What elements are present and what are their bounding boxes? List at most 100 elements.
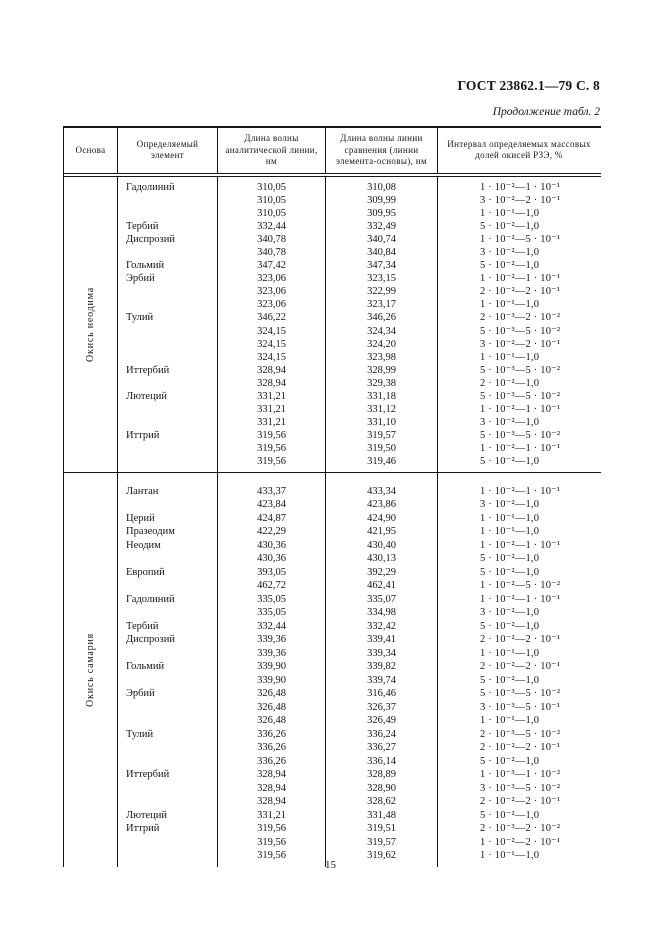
cell-comparison: 421,95	[367, 526, 396, 538]
cell-comparison: 430,40	[367, 539, 396, 551]
cell-comparison: 339,41	[367, 634, 396, 646]
cell-interval: 1 · 10⁻¹—1,0	[480, 647, 540, 659]
cell-comparison: 336,24	[367, 728, 396, 740]
column-header-element: Определяемый элемент	[118, 128, 218, 173]
cell-interval: 2 · 10⁻³—2 · 10⁻²	[480, 312, 561, 324]
cell-analytical: 462,72	[257, 580, 286, 592]
cell-element	[118, 285, 217, 298]
cell-analytical: 422,29	[257, 526, 286, 538]
cell-interval: 1 · 10⁻²—1 · 10⁻¹	[480, 593, 561, 605]
cell-analytical: 328,94	[257, 782, 286, 794]
cell-interval: 3 · 10⁻²—2 · 10⁻¹	[480, 338, 561, 350]
cell-analytical: 319,56	[257, 443, 286, 455]
cell-comparison: 339,34	[367, 647, 396, 659]
cell-analytical: 332,44	[257, 220, 286, 232]
cell-comparison: 329,38	[367, 377, 396, 389]
cell-analytical: 347,42	[257, 260, 286, 272]
cell-element	[118, 552, 217, 566]
cell-comparison: 392,29	[367, 566, 396, 578]
cell-comparison: 309,95	[367, 207, 396, 219]
cell-interval: 5 · 10⁻³—5 · 10⁻²	[480, 430, 561, 442]
cell-interval: 5 · 10⁻³—5 · 10⁻²	[480, 688, 561, 700]
cell-comparison: 335,07	[367, 593, 396, 605]
cell-element	[118, 714, 217, 728]
cell-analytical: 331,21	[257, 809, 286, 821]
cell-analytical: 323,06	[257, 273, 286, 285]
cell-analytical: 335,05	[257, 607, 286, 619]
cell-element	[118, 674, 217, 688]
analytical-wavelength-column: 433,37 423,84 424,87 422,29 430,36 430,36 393,…	[218, 472, 326, 867]
cell-comparison: 433,34	[367, 485, 396, 497]
cell-element	[118, 207, 217, 220]
base-label: Окись самария	[85, 632, 96, 707]
cell-interval: 1 · 10⁻¹—1,0	[480, 715, 540, 727]
cell-element: Эрбий	[126, 688, 155, 700]
cell-element: Иттербий	[126, 364, 170, 376]
cell-analytical: 310,05	[257, 194, 286, 206]
cell-comparison: 331,18	[367, 391, 396, 402]
cell-element	[118, 377, 217, 390]
cell-interval: 1 · 10⁻²—5 · 10⁻¹	[480, 233, 561, 245]
base-label: Окись неодима	[85, 286, 96, 362]
cell-element: Празеодим	[126, 526, 175, 538]
cell-element: Гадолиний	[126, 181, 175, 193]
cell-interval: 3 · 10⁻²—1,0	[480, 246, 540, 258]
cell-interval: 5 · 10⁻²—1,0	[480, 755, 540, 767]
cell-interval: 1 · 10⁻¹—1,0	[480, 299, 540, 311]
cell-analytical: 335,05	[257, 593, 286, 605]
cell-analytical: 339,90	[257, 661, 286, 673]
base-label-cell: Окись неодима	[64, 176, 118, 472]
comparison-wavelength-column: 433,34 423,86 424,90 421,95 430,40 430,13 392,…	[326, 472, 438, 867]
cell-comparison: 324,34	[367, 325, 396, 337]
cell-interval: 1 · 10⁻¹—1,0	[480, 526, 540, 538]
doc-reference: ГОСТ 23862.1—79 С. 8	[457, 78, 600, 93]
cell-comparison: 332,42	[367, 620, 396, 632]
cell-element: Диспрозий	[126, 634, 175, 646]
cell-interval: 5 · 10⁻³—5 · 10⁻²	[480, 325, 561, 337]
cell-analytical: 346,22	[257, 312, 286, 324]
cell-comparison: 423,86	[367, 499, 396, 511]
cell-analytical: 319,56	[257, 823, 286, 835]
cell-element: Гольмий	[126, 661, 165, 673]
cell-comparison: 424,90	[367, 512, 396, 524]
cell-analytical: 433,37	[257, 485, 286, 497]
cell-interval: 1 · 10⁻¹—1,0	[480, 850, 540, 862]
cell-comparison: 328,62	[367, 796, 396, 808]
cell-analytical: 423,84	[257, 499, 286, 511]
cell-element	[118, 498, 217, 512]
cell-element: Гадолиний	[126, 593, 175, 605]
cell-element: Лантан	[126, 485, 159, 497]
cell-element: Лютеций	[126, 391, 167, 402]
table-section-neodymium-oxide: Окись неодима Гадолиний Тербий Диспрозий …	[64, 176, 601, 473]
cell-interval: 2 · 10⁻²—2 · 10⁻¹	[480, 796, 561, 808]
cell-element: Иттербий	[126, 769, 170, 781]
cell-comparison: 323,98	[367, 351, 396, 363]
cell-analytical: 328,94	[257, 364, 286, 376]
cell-interval: 5 · 10⁻²—1,0	[480, 620, 540, 632]
table-section-samarium-oxide: Окись самария Лантан Церий Празеодим Неоди…	[64, 472, 601, 867]
cell-analytical: 331,21	[257, 404, 286, 416]
comparison-wavelength-column: 310,08 309,99 309,95 332,49 340,74 340,84 347,…	[326, 176, 438, 472]
cell-analytical: 328,94	[257, 377, 286, 389]
cell-element	[118, 455, 217, 468]
cell-comparison: 339,82	[367, 661, 396, 673]
cell-analytical: 319,56	[257, 850, 286, 862]
cell-element	[118, 782, 217, 796]
cell-element	[118, 606, 217, 620]
cell-element	[118, 755, 217, 769]
column-header-interval: Интервал определяемых массовых долей оки…	[447, 138, 591, 161]
cell-element	[118, 701, 217, 715]
cell-comparison: 322,99	[367, 286, 396, 298]
cell-element: Гольмий	[126, 260, 165, 272]
cell-interval: 5 · 10⁻³—5 · 10⁻²	[480, 391, 561, 402]
cell-interval: 2 · 10⁻³—2 · 10⁻²	[480, 823, 561, 835]
cell-interval: 1 · 10⁻²—2 · 10⁻¹	[480, 836, 561, 848]
cell-interval: 1 · 10⁻¹—1,0	[480, 512, 540, 524]
column-header-base: Основа	[64, 128, 118, 173]
cell-comparison: 319,57	[367, 430, 396, 442]
cell-comparison: 319,46	[367, 456, 396, 468]
interval-column: 1 · 10⁻²—1 · 10⁻¹ 3 · 10⁻²—1,0 1 · 10⁻¹—1,…	[438, 473, 600, 867]
interval-column: 1 · 10⁻²—1 · 10⁻¹ 3 · 10⁻²—2 · 10⁻¹ 1 · 10…	[438, 177, 600, 472]
cell-interval: 5 · 10⁻²—1,0	[480, 674, 540, 686]
cell-analytical: 430,36	[257, 539, 286, 551]
